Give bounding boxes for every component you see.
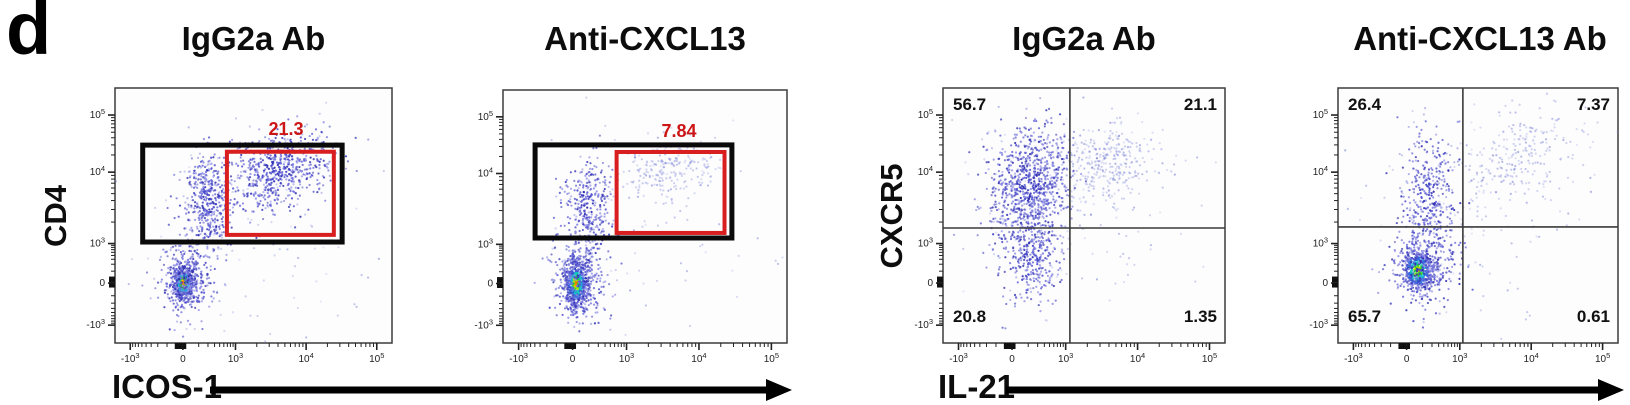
panel4-quadrant-upper-left: 26.4 <box>1348 95 1382 114</box>
tick-label: 104 <box>691 351 706 365</box>
panel4-quadrant-upper-right: 7.37 <box>1576 95 1610 114</box>
tick-label: -103 <box>914 317 933 331</box>
tick-label: 105 <box>918 107 933 121</box>
tick-label: -103 <box>509 351 528 365</box>
tick-label: 0 <box>570 354 576 365</box>
tick-label: 104 <box>1524 351 1539 365</box>
tick-label: 0 <box>1404 354 1410 365</box>
scatter-points <box>115 101 385 343</box>
scatter-points <box>533 96 784 336</box>
black-gate <box>140 142 345 245</box>
tick-label: 103 <box>918 236 933 250</box>
tick-label: -103 <box>86 317 105 331</box>
tick-label: 103 <box>619 351 634 365</box>
quadrant-lines <box>1338 88 1618 343</box>
gate-value-panel1: 21.3 <box>268 119 304 139</box>
tick-label: -103 <box>474 317 493 331</box>
tick-label: -103 <box>949 351 968 365</box>
red-gate <box>224 149 336 237</box>
tick-label: 104 <box>918 164 933 178</box>
tick-label: 0 <box>927 278 933 289</box>
tick-label: -103 <box>1344 351 1363 365</box>
tick-label: 103 <box>1313 236 1328 250</box>
panel4-quadrant-lower-left: 65.7 <box>1348 307 1382 326</box>
tick-label: 104 <box>1313 164 1328 178</box>
plot-frame <box>1337 87 1619 344</box>
tick-label: 105 <box>1595 351 1610 365</box>
tick-label: 0 <box>1322 278 1328 289</box>
axis-ticks: -103 0 103 104 105 105 104 103 0 -103 <box>914 107 1217 365</box>
tick-label: 104 <box>90 164 105 178</box>
panel3-quadrant-upper-right: 21.1 <box>1183 95 1217 114</box>
x-axis-label-il21: IL-21 <box>938 368 1016 405</box>
tick-label: 103 <box>228 351 243 365</box>
panel4-quadrant-lower-right: 0.61 <box>1576 307 1610 326</box>
panel3-quadrant-lower-left: 20.8 <box>953 307 987 326</box>
plot-frame <box>502 89 788 344</box>
x-axis-label-icos1: ICOS-1 <box>112 368 223 405</box>
flow-plot-1: -103 0 103 104 105 105 104 103 0 -103 <box>86 87 393 365</box>
tick-label: 103 <box>1058 351 1073 365</box>
panel4-title: Anti-CXCL13 Ab <box>1353 20 1607 57</box>
tick-label: 104 <box>298 351 313 365</box>
red-gate <box>614 149 727 235</box>
panel3-quadrant-lower-right: 1.35 <box>1183 307 1217 326</box>
tick-label: 104 <box>1130 351 1145 365</box>
panel1-title: IgG2a Ab <box>181 20 326 57</box>
tick-label: 103 <box>90 236 105 250</box>
tick-label: 0 <box>99 278 105 289</box>
axis-ticks: -103 0 103 104 105 105 104 103 0 -103 <box>474 109 779 365</box>
tick-label: 105 <box>764 351 779 365</box>
il21-axis-arrow-icon <box>1006 379 1624 401</box>
panel3-title: IgG2a Ab <box>1012 20 1156 57</box>
tick-label: 105 <box>1313 107 1328 121</box>
tick-label: 0 <box>180 354 186 365</box>
flow-plot-3: -103 0 103 104 105 105 104 103 0 -103 <box>914 87 1226 365</box>
panel2-title: Anti-CXCL13 <box>544 20 746 57</box>
tick-label: -103 <box>1309 317 1328 331</box>
figure-letter: d <box>6 0 51 70</box>
panel3-quadrant-upper-left: 56.7 <box>953 95 987 114</box>
flow-plot-2: -103 0 103 104 105 105 104 103 0 -103 <box>474 89 788 365</box>
tick-label: 104 <box>478 165 493 179</box>
icos1-axis-arrow-icon <box>210 379 792 401</box>
axis-ticks: -103 0 103 104 105 105 104 103 0 -103 <box>1309 107 1610 365</box>
tick-label: 105 <box>369 351 384 365</box>
tick-label: 105 <box>1202 351 1217 365</box>
gate-value-panel2: 7.84 <box>661 121 697 141</box>
tick-label: 0 <box>487 279 493 290</box>
tick-label: 0 <box>1009 354 1015 365</box>
tick-label: 105 <box>478 109 493 123</box>
tick-label: -103 <box>121 351 140 365</box>
quadrant-lines <box>943 88 1225 343</box>
black-gate <box>532 142 735 241</box>
tick-label: 105 <box>90 107 105 121</box>
plot-frame <box>114 87 393 344</box>
tick-label: 103 <box>478 236 493 250</box>
plot-frame <box>942 87 1226 344</box>
scatter-points <box>951 96 1217 330</box>
flow-plot-4: -103 0 103 104 105 105 104 103 0 -103 <box>1309 87 1619 365</box>
axis-ticks: -103 0 103 104 105 105 104 103 0 -103 <box>86 107 384 365</box>
tick-label: 103 <box>1452 351 1467 365</box>
